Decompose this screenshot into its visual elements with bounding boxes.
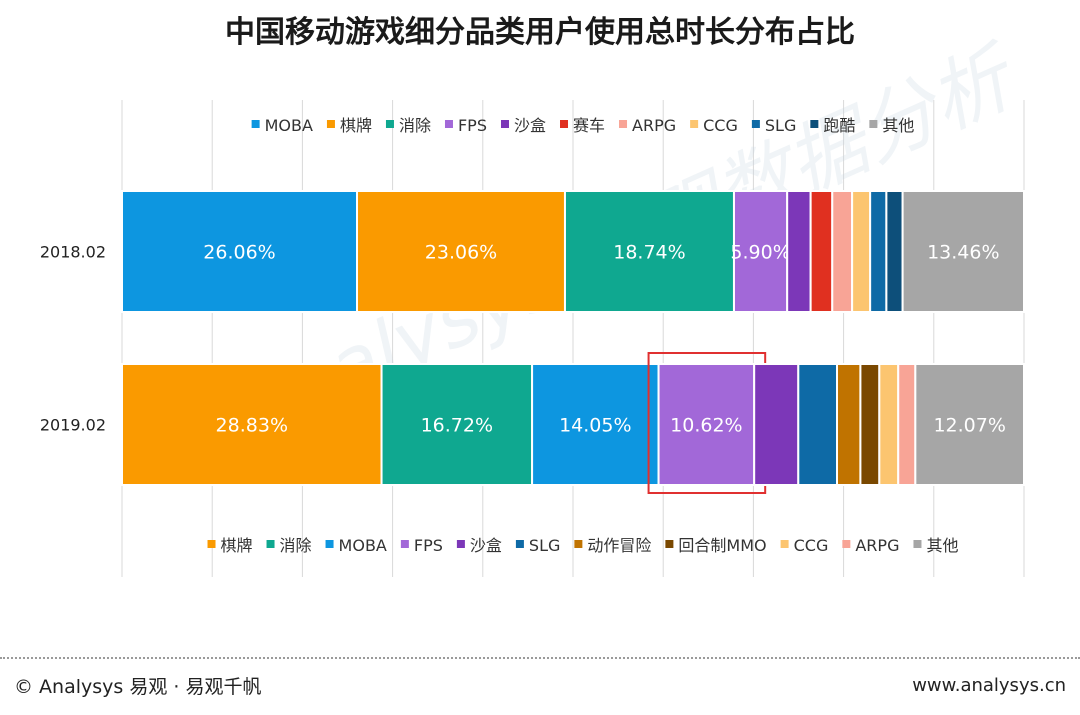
category-label: 2019.02 (40, 416, 106, 435)
legend-label: 回合制MMO (678, 536, 766, 555)
legend-swatch (207, 540, 216, 548)
legend-label: 其他 (882, 116, 914, 135)
footer-copyright: © Analysys 易观 · 易观千帆 (14, 676, 262, 698)
legend-swatch (500, 120, 509, 128)
bar-segment (786, 190, 812, 313)
legend-swatch (842, 540, 851, 548)
legend-swatch (266, 540, 275, 548)
chart-title: 中国移动游戏细分品类用户使用总时长分布占比 (225, 15, 855, 50)
legend-swatch (444, 120, 453, 128)
legend-swatch (385, 120, 394, 128)
bar-segment (836, 363, 862, 486)
legend-swatch (560, 120, 569, 128)
bar-segment (809, 190, 834, 313)
bar-segment (914, 363, 1026, 486)
legend-label: 动作冒险 (587, 536, 651, 555)
bar-segment (878, 363, 900, 486)
legend: 棋牌 消除 MOBA FPS 沙盒 SLG 动作冒险 回合制MMO CCG ARPG 其他 (207, 536, 958, 555)
legend-label: 消除 (399, 116, 431, 135)
bar-segment (121, 363, 383, 486)
legend-swatch (400, 540, 409, 548)
legend-label: 棋牌 (221, 536, 253, 555)
bar-segment (563, 190, 735, 313)
legend-label: ARPG (632, 116, 676, 135)
bar-segment (797, 363, 839, 486)
legend-swatch (690, 120, 699, 128)
data-label: 28.83% (216, 415, 288, 437)
data-label: 10.62% (670, 415, 742, 437)
footer-website: www.analysys.cn (912, 675, 1066, 696)
legend-label: 消除 (280, 536, 312, 555)
legend-label: MOBA (339, 536, 387, 555)
data-label: 12.07% (933, 415, 1005, 437)
bar-segment (901, 190, 1025, 313)
data-label: 26.06% (203, 242, 275, 264)
bar-segment (851, 190, 872, 313)
legend-swatch (515, 540, 524, 548)
category-label: 2018.02 (40, 243, 106, 262)
legend-swatch (913, 540, 922, 548)
legend-swatch (574, 540, 583, 548)
legend-label: 沙盒 (514, 116, 546, 135)
data-label: 23.06% (425, 242, 497, 264)
bar-segment (753, 363, 800, 486)
legend-swatch (869, 120, 878, 128)
legend-swatch (325, 540, 334, 548)
bar-segment (885, 190, 904, 313)
bar-segment (869, 190, 888, 313)
legend-swatch (619, 120, 628, 128)
legend-label: CCG (703, 116, 738, 135)
legend-label: FPS (458, 116, 487, 135)
legend-swatch (751, 120, 760, 128)
legend-label: SLG (765, 116, 796, 135)
legend-label: ARPG (855, 536, 899, 555)
bar-segment (859, 363, 881, 486)
data-label: 18.74% (613, 242, 685, 264)
footer-divider (0, 657, 1080, 659)
data-label: 14.05% (559, 415, 631, 437)
legend-label: SLG (529, 536, 560, 555)
legend-swatch (665, 540, 674, 548)
legend-label: MOBA (265, 116, 313, 135)
legend-swatch (456, 540, 465, 548)
legend-swatch (810, 120, 819, 128)
legend: MOBA 棋牌 消除 FPS 沙盒 赛车 ARPG CCG SLG 跑酷 其他 (251, 116, 914, 135)
legend-label: 赛车 (573, 116, 605, 135)
data-label: 16.72% (421, 415, 493, 437)
legend-swatch (326, 120, 335, 128)
legend-label: 棋牌 (340, 116, 372, 135)
bar-segment (831, 190, 854, 313)
bar-segment (657, 363, 756, 486)
bar-segment (531, 363, 660, 486)
legend-label: 沙盒 (470, 536, 502, 555)
bar-segment (380, 363, 534, 486)
bar-segment (897, 363, 917, 486)
legend-swatch (780, 540, 789, 548)
legend-label: FPS (414, 536, 443, 555)
legend-swatch (251, 120, 260, 128)
legend-label: 其他 (926, 536, 958, 555)
data-label: 5.90% (730, 242, 790, 264)
legend-label: CCG (794, 536, 829, 555)
data-label: 13.46% (927, 242, 999, 264)
legend-label: 跑酷 (823, 116, 855, 135)
